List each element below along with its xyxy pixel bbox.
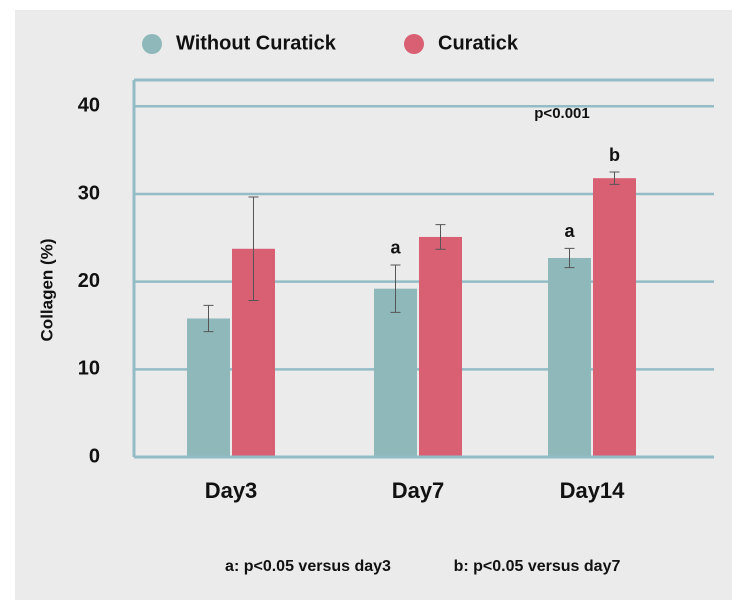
y-tick-label: 20 [78, 270, 100, 292]
x-tick-label: Day3 [205, 478, 258, 503]
bar [187, 318, 230, 457]
legend-marker [404, 34, 424, 54]
error-bar [203, 304, 214, 333]
legend-label: Without Curatick [176, 32, 337, 54]
annotation: p<0.001 [534, 105, 589, 122]
error-bar [609, 171, 620, 185]
x-tick-label: Day14 [560, 478, 626, 503]
footnote: a: p<0.05 versus day3 [225, 558, 391, 575]
y-tick-label: 30 [78, 182, 100, 204]
significance-label: a [390, 238, 401, 258]
significance-label: b [609, 145, 620, 165]
y-tick-label: 40 [78, 95, 100, 117]
legend-marker [142, 34, 162, 54]
footnote: b: p<0.05 versus day7 [454, 558, 621, 575]
x-tick-label: Day7 [392, 478, 445, 503]
bar [593, 178, 636, 457]
legend-label: Curatick [438, 32, 519, 54]
y-axis-label: Collagen (%) [37, 239, 56, 342]
error-bar [390, 264, 401, 313]
bar [374, 288, 417, 457]
error-bar [435, 224, 446, 250]
bar [419, 236, 462, 457]
y-tick-label: 10 [78, 358, 100, 380]
y-tick-label: 0 [89, 445, 100, 467]
bar [548, 257, 591, 457]
error-bar [248, 196, 259, 302]
significance-label: a [564, 221, 575, 241]
error-bar [564, 247, 575, 269]
